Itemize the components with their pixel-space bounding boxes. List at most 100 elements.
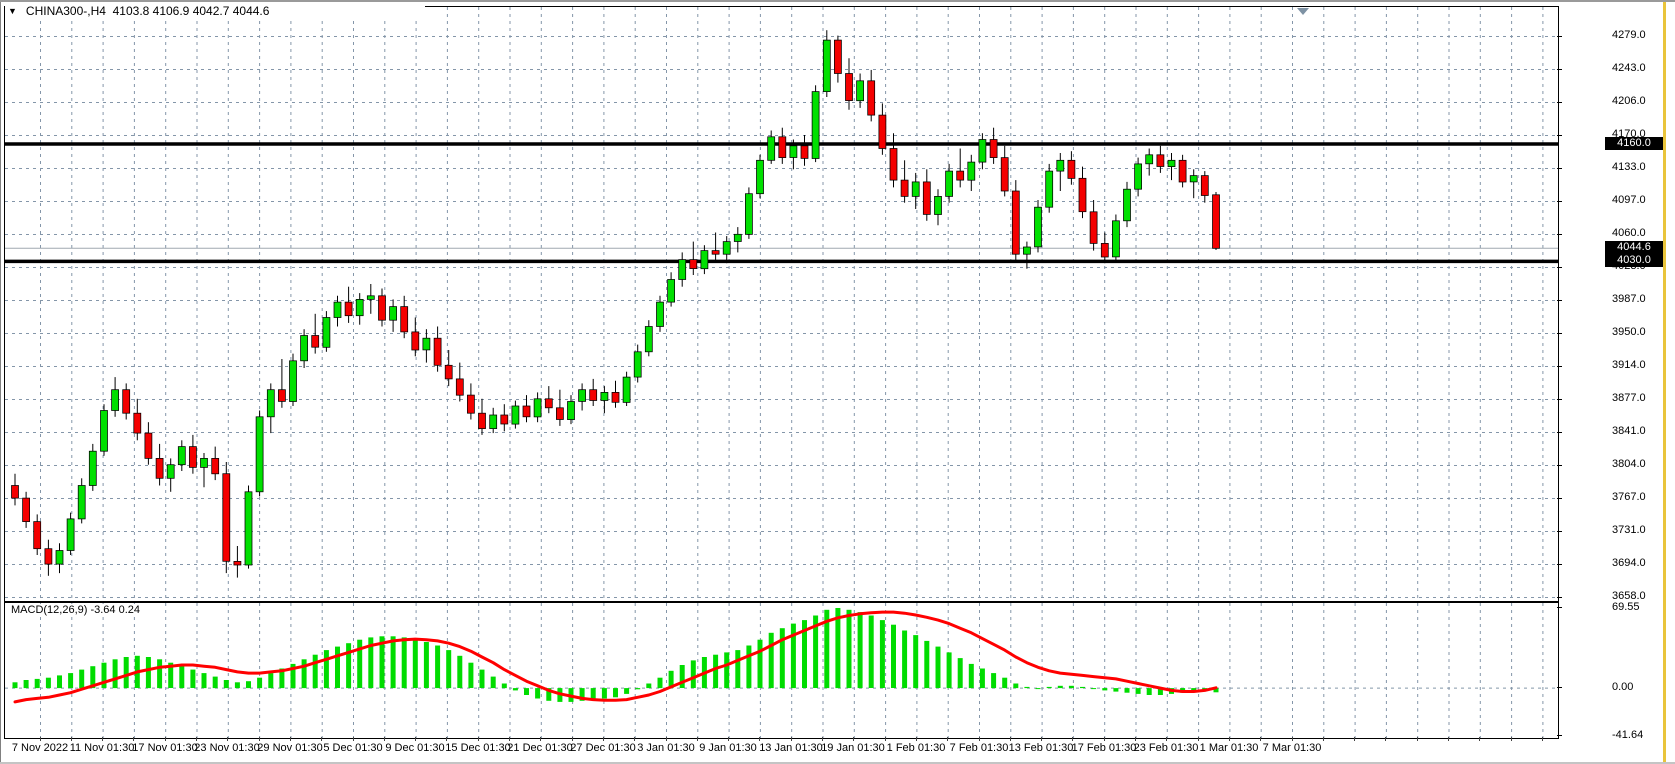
date-label: 15 Dec 01:30 — [445, 742, 511, 754]
time-axis-tick — [353, 737, 354, 741]
macd-histogram-bar — [112, 659, 118, 689]
date-label: 1 Feb 01:30 — [886, 742, 946, 754]
macd-histogram-bar — [246, 681, 251, 689]
macd-signal-line — [13, 610, 1218, 704]
candle-body — [511, 405, 520, 425]
macd-histogram-bar — [101, 662, 107, 688]
macd-axis-label: -41.64 — [1612, 729, 1644, 741]
candle-body — [745, 193, 753, 235]
macd-histogram-bar — [490, 676, 496, 689]
time-axis-tick — [1385, 737, 1386, 741]
macd-histogram-bar — [401, 637, 407, 689]
price-axis-tick — [1557, 564, 1562, 565]
candle-body — [266, 389, 275, 418]
time-axis-tick — [1479, 737, 1480, 741]
candle-body — [845, 73, 853, 101]
macd-histogram-bar — [290, 663, 296, 689]
macd-histogram-bar — [902, 630, 908, 689]
macd-histogram-bar — [268, 673, 274, 689]
symbol-dropdown-icon[interactable]: ▼ — [8, 6, 17, 16]
macd-histogram-bar — [768, 632, 774, 689]
macd-histogram-bar — [501, 683, 507, 689]
time-axis-tick — [384, 737, 385, 741]
candle-body — [1034, 206, 1042, 248]
candle-body — [1078, 177, 1087, 213]
candle-body — [311, 335, 320, 348]
macd-histogram-bar — [357, 639, 363, 688]
macd-histogram-bar — [613, 688, 618, 698]
candle-body — [967, 161, 976, 181]
macd-histogram-bar — [168, 662, 174, 688]
candle-body — [1134, 163, 1142, 190]
candle-body — [378, 295, 386, 321]
macd-histogram-bar — [1002, 677, 1008, 689]
time-axis-tick — [478, 737, 479, 741]
right-splitter-bar[interactable] — [1663, 2, 1666, 762]
price-axis-tick — [1557, 201, 1562, 202]
time-axis-tick — [1448, 737, 1449, 741]
candle-body — [1100, 243, 1109, 258]
time-axis-tick — [1542, 737, 1543, 741]
candle-body — [433, 337, 442, 366]
macd-histogram-bar — [1035, 688, 1041, 690]
candle-body — [1112, 220, 1120, 258]
macd-axis-tick — [1557, 687, 1562, 688]
candle-body — [333, 301, 342, 318]
time-axis-tick — [1354, 737, 1355, 741]
date-label: 17 Feb 01:30 — [1071, 742, 1137, 754]
macd-histogram-bar — [724, 652, 730, 689]
macd-histogram-bar — [1057, 685, 1063, 689]
horizontal-gridlines — [5, 36, 1558, 598]
candle-body — [945, 170, 953, 197]
candle-body — [1189, 175, 1198, 183]
macd-histogram-bar — [412, 639, 418, 688]
candle-body — [22, 497, 30, 522]
macd-histogram-bar — [735, 650, 741, 689]
candle-body — [678, 259, 687, 280]
macd-histogram-bar — [846, 609, 852, 689]
time-axis-tick — [728, 737, 729, 741]
macd-histogram-bar — [813, 615, 819, 688]
macd-histogram-bar — [802, 620, 807, 688]
candle-body — [989, 139, 998, 158]
candle-body — [1045, 170, 1054, 208]
time-axis-tick — [822, 737, 823, 741]
main-candlestick-chart[interactable] — [4, 6, 1559, 602]
macd-indicator-panel[interactable] — [4, 602, 1559, 739]
macd-histogram-bar — [713, 654, 719, 689]
candle-body — [55, 550, 64, 565]
candle-body — [1167, 159, 1176, 167]
date-label: 17 Nov 01:30 — [132, 742, 198, 754]
date-label: 1 Mar 01:30 — [1199, 742, 1259, 754]
candle-body — [177, 446, 186, 466]
macd-histogram-bar — [1080, 686, 1085, 689]
candle-body — [700, 250, 709, 270]
price-axis-label: 4060.0 — [1612, 227, 1646, 239]
candle-body — [722, 241, 731, 255]
price-axis-label: 3950.0 — [1612, 326, 1646, 338]
date-label: 13 Feb 01:30 — [1008, 742, 1074, 754]
time-axis-tick — [885, 737, 886, 741]
time-axis-tick — [666, 737, 667, 741]
candle-body — [733, 233, 742, 242]
time-axis-tick — [102, 737, 103, 741]
time-axis-tick — [509, 737, 510, 741]
candle-body — [144, 432, 153, 459]
candle-body — [767, 136, 776, 161]
time-axis-tick — [1072, 737, 1073, 741]
chart-shift-marker-icon[interactable] — [1297, 8, 1309, 15]
time-axis-tick — [697, 737, 698, 741]
date-label: 23 Nov 01:30 — [194, 742, 260, 754]
macd-histogram-bar — [201, 673, 207, 689]
candle-body — [455, 378, 464, 396]
candle-body — [211, 458, 220, 475]
candle-body — [811, 91, 820, 159]
candle-body — [1023, 246, 1031, 255]
price-axis-tick — [1557, 333, 1562, 334]
macd-indicator-label: MACD(12,26,9) -3.64 0.24 — [8, 604, 144, 616]
candle-body — [300, 335, 308, 362]
macd-histogram-bar — [913, 635, 919, 689]
time-axis-tick — [446, 737, 447, 741]
macd-histogram-bar — [746, 645, 752, 689]
macd-histogram-bar — [1191, 688, 1197, 692]
